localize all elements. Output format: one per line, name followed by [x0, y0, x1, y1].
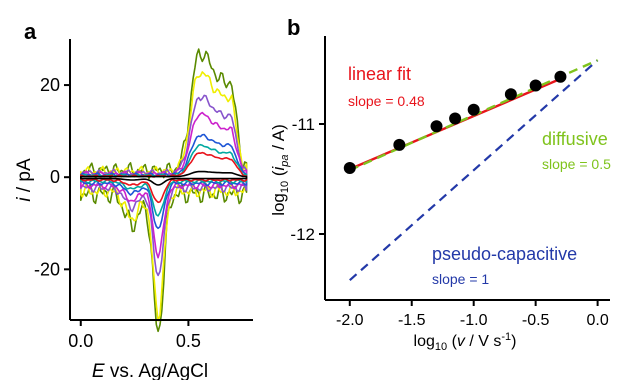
data-point: [467, 103, 480, 116]
voltammogram-curve: [80, 94, 248, 277]
panel-a-y-tick-label: 20: [40, 75, 60, 95]
data-point: [343, 162, 356, 174]
panel-a-y-label-symbol: i: [14, 197, 35, 202]
panel-b-ticks: -2.0 -1.5 -1.0 -0.5 0.0 -12 -11: [290, 115, 608, 329]
panel-b: b -2.0 -1.5 -1.0 -0.5 0.0 -12 -11 log10 (ipa /…: [269, 15, 611, 353]
linear-fit-label: linear fit: [348, 64, 411, 84]
diffusive-slope-label: slope = 0.5: [542, 156, 611, 172]
panel-b-x-tick-label: -1.0: [460, 312, 488, 329]
panel-a-x-tick-label: 0.0: [68, 331, 93, 351]
data-point: [393, 138, 406, 151]
panel-a-y-label-unit: / pA: [14, 158, 35, 197]
panel-a-y-label: i / pA: [14, 158, 35, 202]
panel-a: a 0.0 0.5 -20 0 20 i / pA E vs. Ag/AgCl: [14, 19, 253, 380]
pseudo-capacitive-slope-label: slope = 1: [432, 271, 489, 287]
panel-b-y-tick-label: -11: [292, 115, 315, 134]
data-point: [529, 79, 542, 92]
panel-a-x-label-rest: vs. Ag/AgCl: [105, 361, 209, 380]
voltammogram-curve: [80, 143, 248, 217]
panel-b-x-tick-label: -0.5: [522, 312, 550, 329]
panel-a-y-tick-label: -20: [34, 259, 60, 279]
panel-a-series: [80, 48, 248, 333]
diffusive-label: diffusive: [542, 129, 608, 149]
panel-a-x-label-symbol: E: [92, 361, 105, 380]
panel-b-label: b: [287, 15, 300, 40]
panel-b-x-label: log10 (v / V s-1): [414, 331, 517, 353]
panel-b-x-tick-label: -2.0: [336, 312, 364, 329]
data-point: [554, 70, 567, 83]
panel-a-x-tick-label: 0.5: [176, 331, 201, 351]
pseudo-capacitive-fit-line: [349, 59, 599, 282]
linear-fit-slope-label: slope = 0.48: [348, 93, 425, 109]
pseudo-capacitive-label: pseudo-capacitive: [432, 244, 577, 264]
panel-b-x-tick-label: 0.0: [586, 312, 608, 329]
voltammogram-curve: [80, 133, 248, 230]
panel-b-x-tick-label: -1.5: [398, 312, 426, 329]
panel-b-y-label: log10 (ipa / A): [269, 124, 291, 216]
panel-a-x-label: E vs. Ag/AgCl: [92, 361, 208, 380]
panel-a-y-tick-label: 0: [50, 167, 60, 187]
panel-b-points: [343, 70, 567, 174]
data-point: [449, 112, 462, 125]
panel-b-y-tick-label: -12: [290, 225, 315, 244]
panel-a-ticks: 0.0 0.5 -20 0 20: [34, 75, 201, 351]
data-point: [504, 88, 517, 101]
voltammogram-curve: [80, 170, 248, 186]
panel-a-label: a: [24, 19, 37, 44]
data-point: [430, 120, 443, 133]
